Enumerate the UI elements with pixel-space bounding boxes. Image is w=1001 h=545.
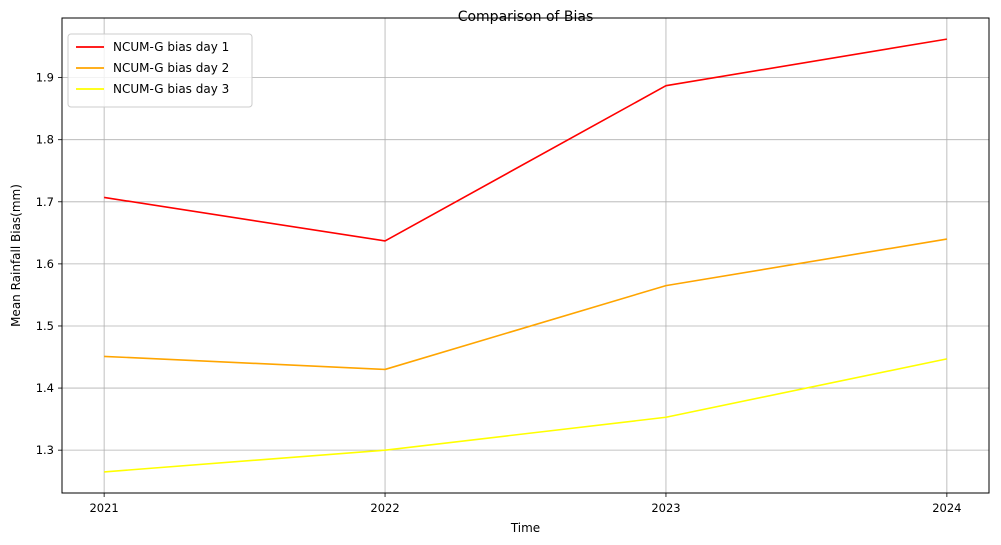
y-tick-label: 1.6 [36, 257, 54, 271]
legend: NCUM-G bias day 1 NCUM-G bias day 2 NCUM-G… [67, 33, 253, 108]
series-line-day-2 [104, 238, 947, 371]
plot-area-frame [61, 17, 990, 494]
y-tick-label: 1.4 [36, 381, 54, 395]
x-tick-label: 2022 [370, 501, 399, 515]
x-tick-label: 2024 [932, 501, 961, 515]
y-tick-label: 1.3 [36, 443, 54, 457]
legend-box [67, 33, 253, 108]
y-tick-label: 1.9 [36, 71, 54, 85]
legend-label-day-3: NCUM-G bias day 3 [113, 82, 229, 96]
axis-ticks: 2021 2022 2023 2024 1.3 1.4 1.5 1.6 1.7 1.8 1.9 [36, 71, 962, 515]
x-axis-label: Time [510, 521, 540, 535]
series-lines [104, 38, 948, 473]
chart-title: Comparison of Bias [458, 9, 594, 25]
y-tick-label: 1.8 [36, 133, 54, 147]
y-axis-label: Mean Rainfall Bias(mm) [9, 184, 23, 327]
series-line-day-3 [104, 358, 948, 473]
y-tick-label: 1.7 [36, 195, 54, 209]
y-tick-label: 1.5 [36, 319, 54, 333]
grid-lines [62, 18, 989, 493]
series-line-day-1 [104, 38, 947, 242]
legend-label-day-1: NCUM-G bias day 1 [113, 40, 229, 54]
legend-label-day-2: NCUM-G bias day 2 [113, 61, 229, 75]
x-tick-label: 2023 [651, 501, 680, 515]
x-tick-label: 2021 [89, 501, 118, 515]
